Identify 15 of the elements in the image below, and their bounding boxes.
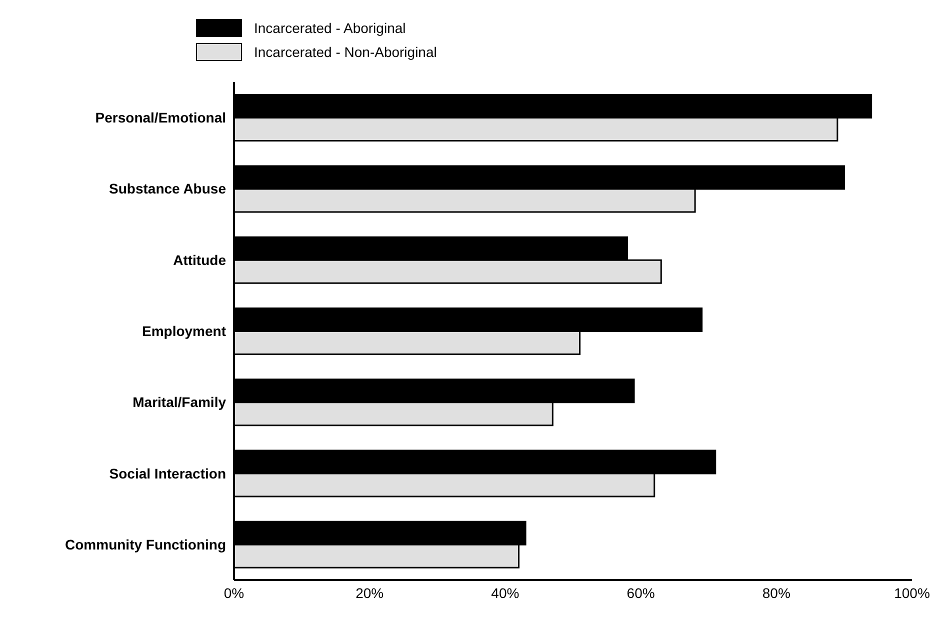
y-tick-label: Personal/Emotional [95, 110, 226, 126]
y-tick-label: Attitude [173, 252, 226, 268]
x-tick-label: 100% [894, 584, 930, 601]
x-tick-label: 60% [626, 584, 655, 601]
legend-label: Incarcerated - Non-Aboriginal [254, 44, 437, 60]
y-tick-label: Community Functioning [65, 536, 226, 552]
x-tick-label: 80% [762, 584, 790, 601]
y-tick-label: Substance Abuse [109, 180, 226, 197]
legend-label: Incarcerated - Aboriginal [254, 20, 406, 36]
x-tick-label: 0% [224, 584, 244, 601]
y-tick-label: Marital/Family [132, 394, 226, 410]
x-tick-label: 40% [491, 584, 520, 601]
y-tick-label: Employment [142, 322, 226, 339]
x-tick-label: 20% [356, 584, 384, 601]
y-tick-label: Social Interaction [109, 465, 226, 482]
